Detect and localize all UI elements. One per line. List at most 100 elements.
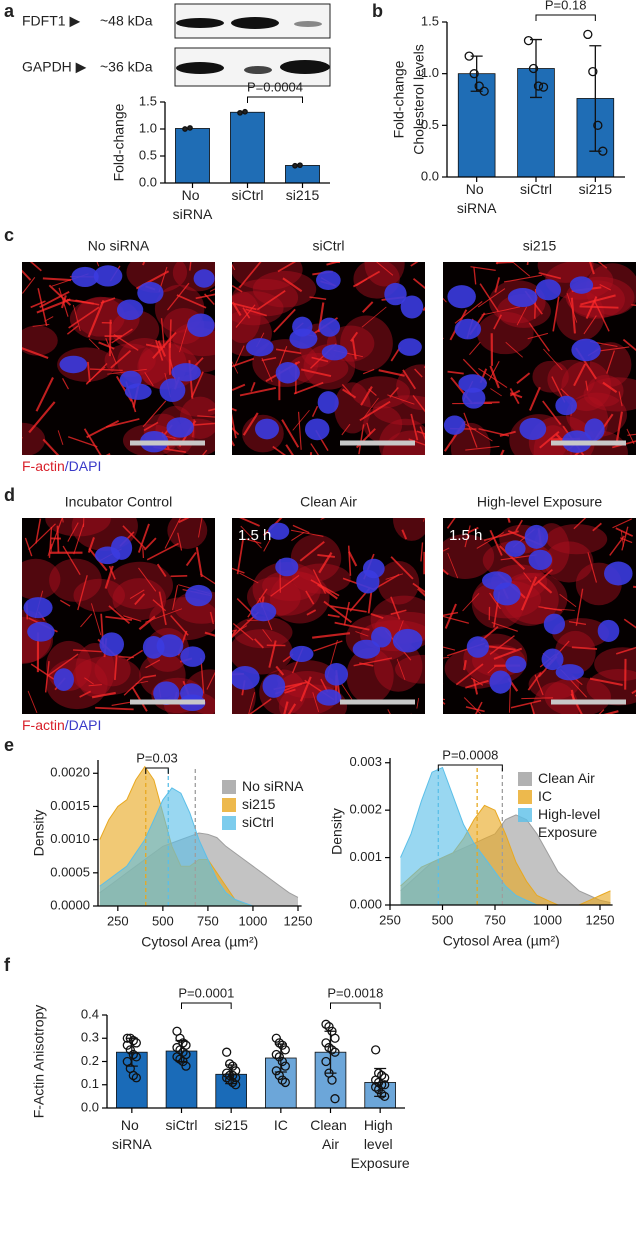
actin-fiber [236, 539, 244, 575]
legend-label-line: IC [538, 788, 552, 804]
nucleus [119, 370, 142, 389]
actin-fiber [494, 277, 501, 293]
bar [175, 128, 210, 184]
actin-fiber [87, 537, 95, 553]
actin-fiber [98, 341, 115, 350]
x-tick-label: siCtrl [520, 181, 552, 197]
actin-fiber [291, 531, 305, 541]
actin-fiber [22, 269, 32, 281]
actin-fiber [598, 709, 605, 714]
blot-size: ~48 kDa [100, 13, 153, 29]
actin-fiber [48, 526, 53, 559]
actin-fiber [367, 591, 373, 614]
nucleus [604, 561, 633, 586]
actin-fiber [234, 345, 245, 367]
actin-fiber [443, 571, 444, 573]
x-tick-label-line: siRNA [457, 200, 497, 216]
data-point [175, 1054, 185, 1064]
legend-label-line: No siRNA [242, 778, 304, 794]
nucleus [535, 279, 562, 301]
actin-fiber [85, 363, 108, 385]
cell-body [532, 682, 579, 714]
actin-fiber [245, 308, 268, 317]
p-value: P=0.03 [136, 750, 178, 765]
cell-body [589, 342, 632, 387]
micrograph-title: siCtrl [313, 238, 345, 254]
actin-fiber [523, 572, 532, 583]
stain-label: F-actin/DAPI [22, 458, 101, 474]
x-tick-label: 1000 [533, 912, 562, 927]
nucleus [458, 374, 487, 393]
data-point [469, 69, 479, 79]
micrograph-title: Clean Air [300, 494, 357, 510]
actin-fiber [579, 305, 619, 309]
y-axis-label: Cholesterol levels [411, 44, 427, 155]
nucleus [99, 632, 125, 657]
actin-fiber [589, 677, 623, 686]
actin-fiber [240, 525, 262, 549]
actin-fiber [542, 400, 562, 426]
actin-fiber [204, 631, 215, 637]
actin-fiber [589, 262, 595, 275]
actin-fiber [461, 421, 493, 442]
actin-fiber [414, 368, 423, 378]
actin-fiber [412, 582, 425, 593]
y-tick-label: 0.0020 [50, 765, 90, 780]
actin-fiber [185, 551, 197, 567]
actin-fiber [571, 646, 598, 650]
legend-label-line: Exposure [538, 824, 597, 840]
p-value: P=0.0001 [178, 985, 234, 1000]
nucleus [352, 639, 381, 659]
actin-fiber [355, 631, 369, 637]
actin-fiber [478, 368, 508, 388]
x-tick-label-line: level [364, 1136, 397, 1152]
x-tick-label-line: High [364, 1117, 397, 1133]
actin-fiber [527, 672, 542, 691]
actin-fiber [312, 692, 320, 713]
actin-fiber [232, 357, 255, 368]
x-tick-label: si215 [579, 181, 613, 197]
actin-fiber [530, 703, 535, 714]
blot-size: ~36 kDa [100, 59, 153, 75]
actin-fiber [464, 525, 471, 548]
actin-fiber [232, 623, 254, 641]
actin-fiber [597, 262, 608, 269]
actin-fiber [67, 522, 79, 542]
actin-fiber [88, 684, 102, 687]
actin-fiber [167, 282, 190, 311]
cell-body [167, 518, 208, 549]
x-tick-label: siCtrl [232, 187, 264, 203]
data-point [593, 120, 603, 130]
actin-fiber [416, 697, 420, 709]
data-point [274, 1038, 284, 1048]
actin-fiber [615, 411, 623, 446]
cell-body [233, 616, 293, 649]
error-bar [324, 1030, 337, 1074]
actin-fiber [36, 298, 71, 314]
nucleus [321, 344, 348, 361]
legend-swatch [518, 808, 532, 822]
actin-fiber [387, 394, 415, 405]
actin-fiber [544, 607, 575, 611]
data-point [292, 162, 298, 169]
western-blot [174, 3, 331, 87]
cell-body [290, 534, 342, 582]
cell-body [586, 668, 636, 706]
y-tick-label: 1.0 [421, 65, 439, 80]
actin-fiber [443, 656, 450, 659]
actin-fiber [169, 319, 172, 348]
actin-fiber [123, 615, 142, 622]
actin-fiber [270, 574, 300, 597]
nucleus [555, 395, 577, 416]
actin-fiber [263, 539, 271, 552]
actin-fiber [232, 284, 243, 293]
nucleus [597, 619, 620, 643]
actin-fiber [470, 266, 496, 271]
data-point [128, 1035, 138, 1046]
bar [230, 111, 265, 184]
actin-fiber [402, 369, 417, 390]
actin-fiber [559, 593, 577, 608]
actin-fiber [509, 387, 520, 405]
data-point [125, 1045, 135, 1055]
actin-fiber [59, 599, 71, 607]
